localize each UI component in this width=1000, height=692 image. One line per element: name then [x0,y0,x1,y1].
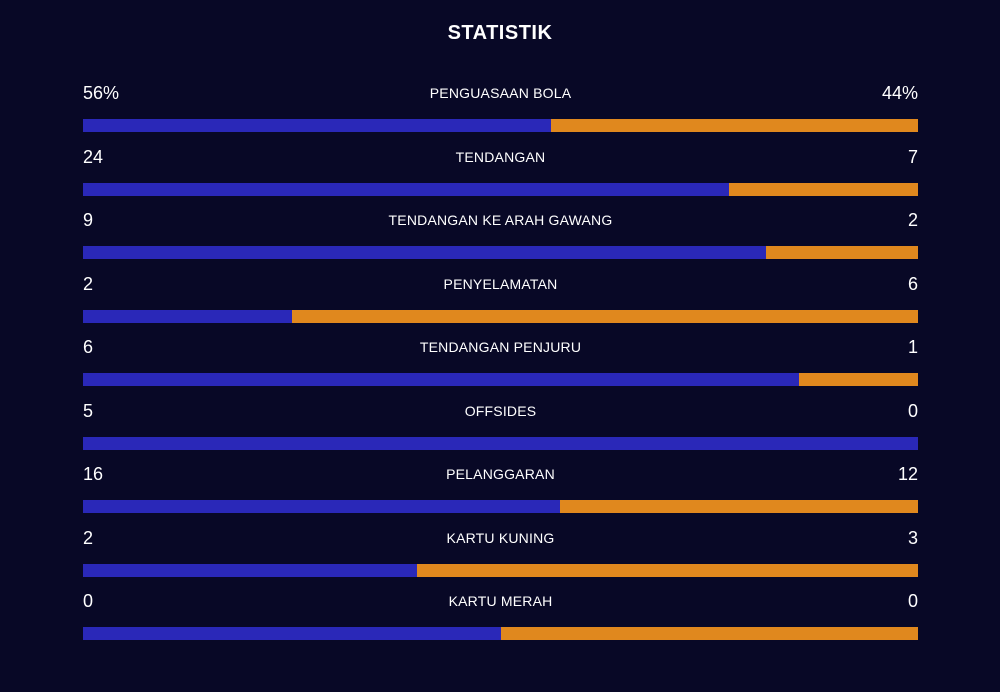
stat-label: PENYELAMATAN [443,275,558,292]
away-value: 0 [907,591,918,611]
away-value: 44% [881,83,918,103]
stat-row-yellow-cards: 2 KARTU KUNING 3 [83,525,918,589]
stat-label: TENDANGAN [455,148,546,165]
stat-header: 56% PENGUASAAN BOLA 44% [83,80,918,108]
comparison-bar [83,436,918,450]
away-bar-fill [417,563,918,577]
stat-label: KARTU KUNING [446,529,555,546]
away-bar-fill [766,246,918,259]
stat-row-fouls: 16 PELANGGARAN 12 [83,461,918,525]
away-value: 3 [907,527,918,548]
stat-header: 0 KARTU MERAH 0 [83,588,918,616]
stat-header: 16 PELANGGARAN 12 [83,461,918,489]
home-bar-fill [83,309,292,323]
home-bar-fill [83,436,918,450]
stat-header: 2 KARTU KUNING 3 [83,525,918,553]
comparison-bar [83,246,918,259]
home-value: 6 [83,337,94,357]
away-bar-fill [559,500,918,513]
home-value: 9 [83,210,94,230]
comparison-bar [83,627,918,640]
home-value: 16 [83,464,104,484]
away-value: 0 [907,400,918,421]
comparison-bar [83,119,918,132]
stat-label: PELANGGARAN [446,466,555,482]
stat-label: KARTU MERAH [448,593,553,609]
stat-row-shots-on-target: 9 TENDANGAN KE ARAH GAWANG 2 [83,207,918,271]
home-value: 0 [83,591,94,611]
home-bar-fill [83,373,799,386]
home-bar-fill [83,500,560,513]
home-value: 56% [83,83,120,103]
stat-row-saves: 2 PENYELAMATAN 6 [83,271,918,335]
stat-header: 9 TENDANGAN KE ARAH GAWANG 2 [83,207,918,235]
home-bar-fill [83,563,417,577]
comparison-bar [83,373,918,386]
away-bar-fill [500,627,918,640]
stat-label: OFFSIDES [464,402,537,419]
stat-row-offsides: 5 OFFSIDES 0 [83,398,918,462]
away-bar-fill [798,373,918,386]
stat-label: TENDANGAN KE ARAH GAWANG [388,212,613,228]
stat-header: 5 OFFSIDES 0 [83,398,918,426]
away-value: 6 [907,273,918,294]
away-value: 12 [897,464,918,484]
comparison-bar [83,182,918,196]
stat-row-red-cards: 0 KARTU MERAH 0 [83,588,918,652]
stat-header: 2 PENYELAMATAN 6 [83,271,918,299]
home-value: 24 [83,146,104,167]
home-bar-fill [83,119,551,132]
stat-header: 6 TENDANGAN PENJURU 1 [83,334,918,362]
comparison-bar [83,309,918,323]
away-value: 1 [907,337,918,357]
home-value: 5 [83,400,94,421]
comparison-bar [83,500,918,513]
page-title: STATISTIK [447,22,553,44]
away-bar-fill [291,309,918,323]
away-bar-fill [729,182,918,196]
away-value: 7 [907,146,918,167]
home-value: 2 [83,273,94,294]
stat-row-ball-possession: 56% PENGUASAAN BOLA 44% [83,80,918,144]
stats-list: 56% PENGUASAAN BOLA 44% 24 TENDANGAN 7 9… [83,80,918,652]
away-value: 2 [907,210,918,230]
comparison-bar [83,563,918,577]
away-bar-fill [550,119,918,132]
stat-row-shots: 24 TENDANGAN 7 [83,144,918,208]
home-value: 2 [83,527,94,548]
home-bar-fill [83,246,767,259]
stat-label: PENGUASAAN BOLA [429,85,572,101]
stat-row-corners: 6 TENDANGAN PENJURU 1 [83,334,918,398]
stat-label: TENDANGAN PENJURU [419,339,582,355]
stat-header: 24 TENDANGAN 7 [83,144,918,172]
home-bar-fill [83,627,501,640]
home-bar-fill [83,182,730,196]
